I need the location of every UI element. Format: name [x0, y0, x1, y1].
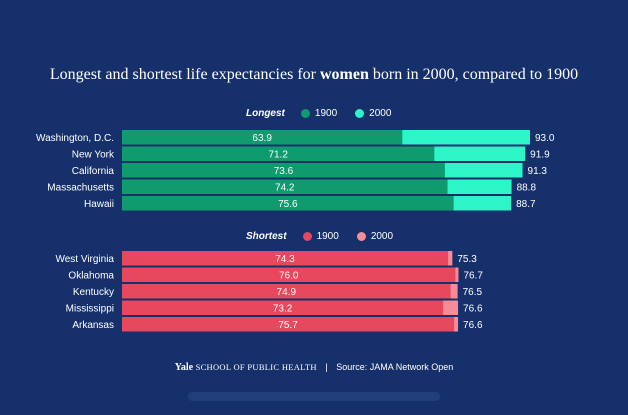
- category-label: New York: [72, 149, 115, 160]
- value-label-1900: 73.6: [274, 166, 294, 177]
- bar-1900: [122, 163, 445, 178]
- value-label-1900: 74.9: [277, 287, 297, 298]
- value-label-1900: 75.7: [278, 320, 298, 331]
- legend-title-shortest: Shortest: [246, 230, 287, 242]
- value-label-2000: 76.6: [463, 320, 483, 331]
- category-label: Washington, D.C.: [36, 133, 114, 144]
- bar-1900: [122, 130, 403, 145]
- title-prefix: Longest and shortest life expectancies f…: [49, 66, 320, 83]
- category-label: Mississippi: [66, 303, 114, 314]
- blurred-caption: [188, 392, 440, 401]
- value-label-2000: 76.7: [463, 270, 483, 281]
- legend-shortest: Shortest 1900 2000: [246, 229, 405, 243]
- value-label-1900: 74.2: [275, 182, 295, 193]
- value-label-1900: 63.9: [252, 133, 272, 144]
- legend-title-longest: Longest: [246, 107, 285, 119]
- value-label-2000: 75.3: [457, 254, 477, 265]
- legend-swatch-2000-shortest: [356, 231, 366, 241]
- category-label: Hawaii: [84, 199, 114, 210]
- bar-1900: [122, 317, 455, 332]
- category-label: Massachusetts: [47, 182, 114, 193]
- legend-label-2000-longest: 2000: [369, 107, 392, 119]
- chart-title: Longest and shortest life expectancies f…: [0, 66, 628, 84]
- legend-swatch-1900-shortest: [302, 231, 312, 241]
- value-label-2000: 91.3: [528, 166, 548, 177]
- value-label-1900: 74.3: [275, 254, 295, 265]
- value-label-1900: 76.0: [279, 270, 299, 281]
- category-label: Arkansas: [72, 320, 114, 331]
- value-label-2000: 88.8: [517, 182, 537, 193]
- bar-1900: [122, 179, 448, 194]
- bar-1900: [122, 146, 435, 161]
- legend-swatch-2000-longest: [355, 108, 365, 118]
- bar-1900: [122, 267, 456, 282]
- value-label-1900: 73.2: [273, 303, 293, 314]
- value-label-2000: 76.6: [463, 303, 483, 314]
- value-label-2000: 76.5: [463, 287, 483, 298]
- value-label-2000: 91.9: [530, 149, 550, 160]
- bar-1900: [122, 284, 451, 299]
- bar-1900: [122, 251, 448, 266]
- value-label-1900: 71.2: [268, 149, 288, 160]
- footer-source: Source: JAMA Network Open: [336, 362, 454, 372]
- legend-swatch-1900-longest: [300, 108, 310, 118]
- category-label: Oklahoma: [68, 270, 114, 281]
- footer-separator: |: [325, 362, 328, 372]
- bar-1900: [122, 196, 454, 211]
- footer-yale-logo: Yale: [174, 362, 194, 373]
- legend-item-1900-shortest: 1900: [302, 230, 339, 242]
- category-label: California: [72, 166, 115, 177]
- legend-item-2000-shortest: 2000: [356, 230, 394, 242]
- title-suffix: born in 2000, compared to 1900: [368, 66, 579, 83]
- value-label-2000: 93.0: [535, 133, 555, 144]
- category-label: Kentucky: [73, 287, 114, 298]
- legend-label-1900-longest: 1900: [314, 107, 338, 119]
- legend-label-2000-shortest: 2000: [370, 230, 394, 242]
- legend-label-1900-shortest: 1900: [316, 230, 339, 242]
- bar-1900: [122, 300, 444, 315]
- value-label-2000: 88.7: [516, 199, 536, 210]
- category-label: West Virginia: [55, 254, 114, 265]
- value-label-1900: 75.6: [278, 199, 298, 210]
- footer: Yale SCHOOL OF PUBLIC HEALTH | Source: J…: [0, 362, 628, 373]
- legend-longest: Longest 1900 2000: [246, 106, 403, 120]
- legend-item-1900-longest: 1900: [300, 107, 338, 119]
- footer-school-name: SCHOOL OF PUBLIC HEALTH: [195, 362, 317, 372]
- legend-item-2000-longest: 2000: [355, 108, 391, 119]
- title-bold: women: [319, 66, 369, 83]
